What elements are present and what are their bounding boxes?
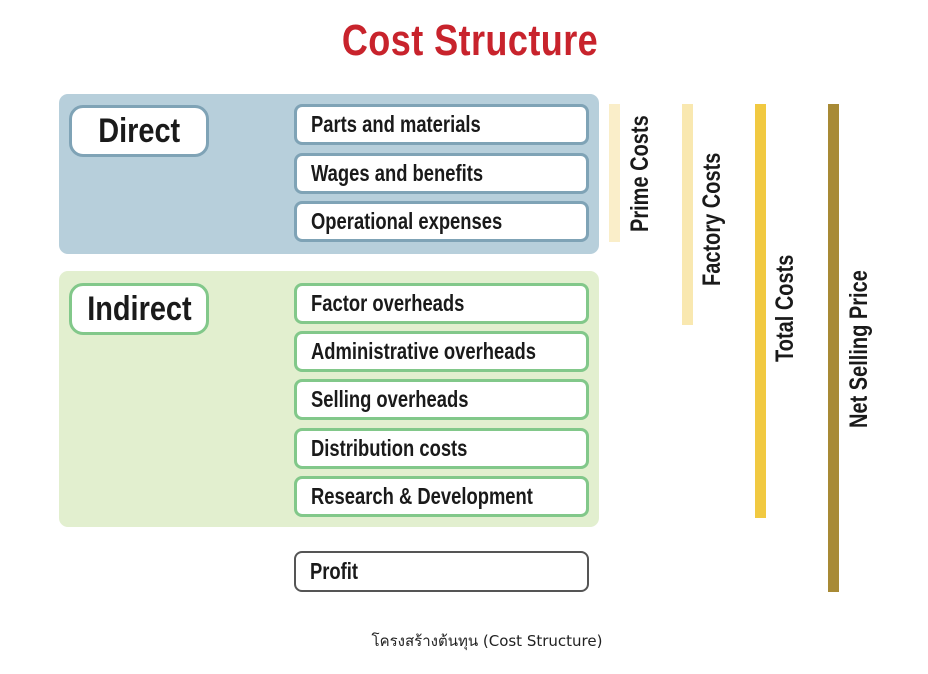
net-selling-price-label: Net Selling Price [845, 270, 873, 428]
factory-costs-bar [682, 104, 693, 325]
indirect-group-label-text: Indirect [86, 289, 192, 328]
item-selling-overheads: Selling overheads [294, 379, 589, 420]
item-research-and-development: Research & Development [294, 476, 589, 517]
item-label: Administrative overheads [311, 338, 536, 364]
prime-costs-bar [609, 104, 620, 242]
direct-group-label-text: Direct [98, 111, 180, 150]
item-label: Operational expenses [311, 208, 503, 234]
factory-costs-label: Factory Costs [698, 152, 726, 286]
item-wages-and-benefits: Wages and benefits [294, 153, 589, 194]
item-distribution-costs: Distribution costs [294, 428, 589, 469]
item-administrative-overheads: Administrative overheads [294, 331, 589, 372]
item-profit: Profit [294, 551, 589, 592]
item-label: Factor overheads [311, 290, 465, 316]
indirect-group-label: Indirect [69, 283, 209, 335]
prime-costs-label: Prime Costs [626, 115, 654, 232]
net-selling-price-bar [828, 104, 839, 592]
item-label: Distribution costs [311, 435, 468, 461]
item-parts-and-materials: Parts and materials [294, 104, 589, 145]
item-label: Research & Development [311, 483, 533, 509]
item-label: Parts and materials [311, 111, 481, 137]
item-label: Selling overheads [311, 386, 469, 412]
total-costs-bar [755, 104, 766, 518]
page-title: Cost Structure [341, 16, 599, 65]
item-label: Profit [310, 558, 359, 584]
total-costs-label: Total Costs [771, 254, 799, 362]
figure-caption: โครงสร้างต้นทุน (Cost Structure) [371, 632, 603, 650]
direct-group-label: Direct [69, 105, 209, 157]
item-operational-expenses: Operational expenses [294, 201, 589, 242]
item-label: Wages and benefits [311, 160, 484, 186]
item-factor-overheads: Factor overheads [294, 283, 589, 324]
